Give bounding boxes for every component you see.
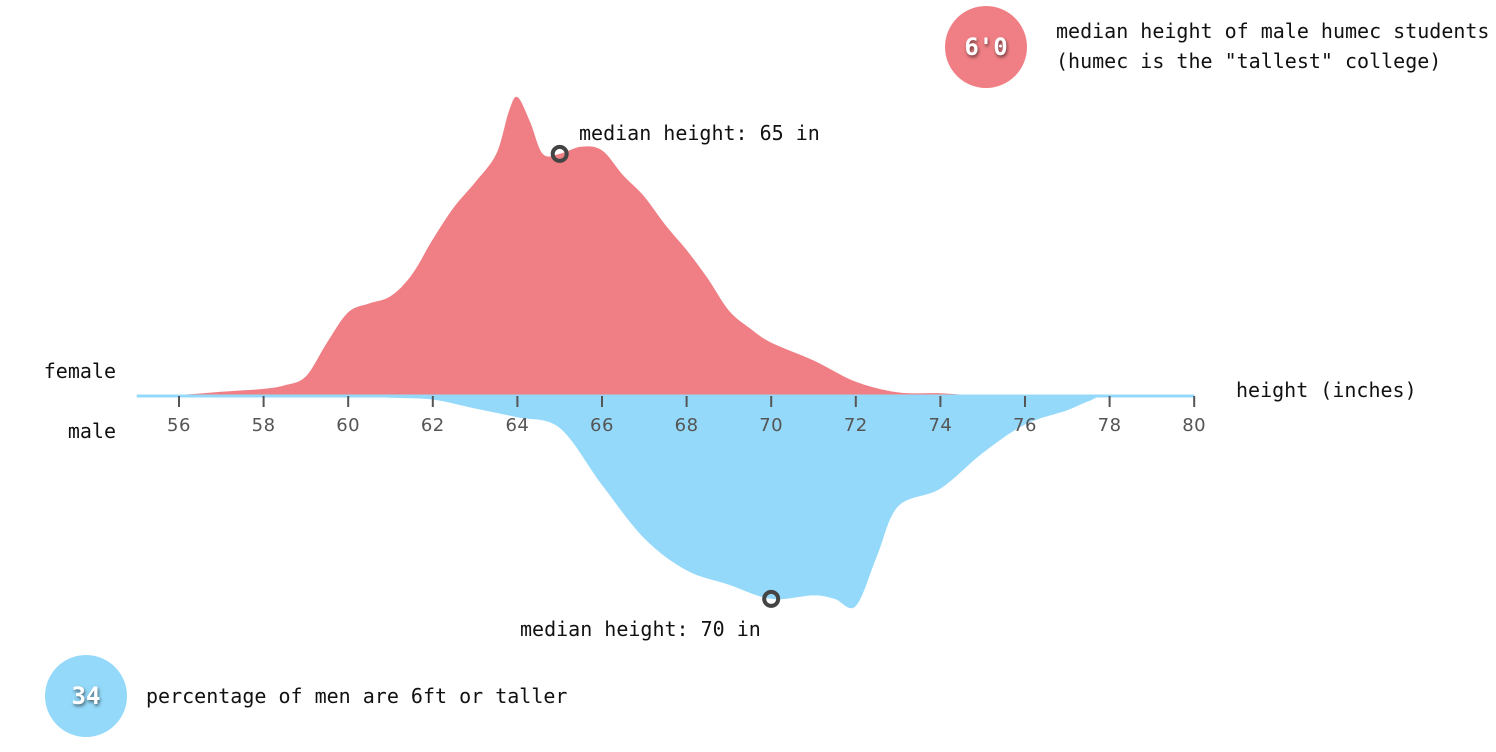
x-tick-label-78: 78 bbox=[1098, 415, 1122, 436]
humec-median-badge: 6'0 bbox=[945, 6, 1027, 88]
x-tick-label-58: 58 bbox=[252, 415, 276, 436]
male-density-area bbox=[136, 395, 1195, 609]
x-tick-label-62: 62 bbox=[421, 415, 445, 436]
x-tick-label-60: 60 bbox=[336, 415, 360, 436]
male-median-marker bbox=[762, 589, 781, 608]
x-tick-label-66: 66 bbox=[590, 415, 614, 436]
x-axis-title: height (inches) bbox=[1236, 378, 1417, 402]
female-median-marker bbox=[550, 144, 569, 163]
male-group-label: male bbox=[68, 419, 116, 443]
humec-callout-line1: median height of male humec students bbox=[1056, 19, 1490, 43]
x-tick-label-74: 74 bbox=[928, 415, 952, 436]
humec-callout-line2: (humec is the "tallest" college) bbox=[1056, 49, 1442, 73]
tall-men-callout-text: percentage of men are 6ft or taller bbox=[146, 684, 568, 708]
tall-men-percentage-badge: 34 bbox=[45, 655, 127, 737]
x-tick-label-72: 72 bbox=[844, 415, 868, 436]
female-density-area bbox=[136, 96, 1195, 397]
x-tick-label-70: 70 bbox=[759, 415, 783, 436]
male-median-label: median height: 70 in bbox=[520, 617, 761, 641]
female-median-label: median height: 65 in bbox=[579, 121, 820, 145]
x-axis-ticks bbox=[178, 396, 1196, 407]
x-tick-label-80: 80 bbox=[1182, 415, 1206, 436]
x-axis-tick-labels: 56 58 60 62 64 66 68 70 72 74 76 78 80 bbox=[167, 415, 1206, 436]
x-tick-label-76: 76 bbox=[1013, 415, 1037, 436]
x-tick-label-68: 68 bbox=[675, 415, 699, 436]
x-tick-label-56: 56 bbox=[167, 415, 191, 436]
female-group-label: female bbox=[44, 359, 116, 383]
x-tick-label-64: 64 bbox=[505, 415, 529, 436]
